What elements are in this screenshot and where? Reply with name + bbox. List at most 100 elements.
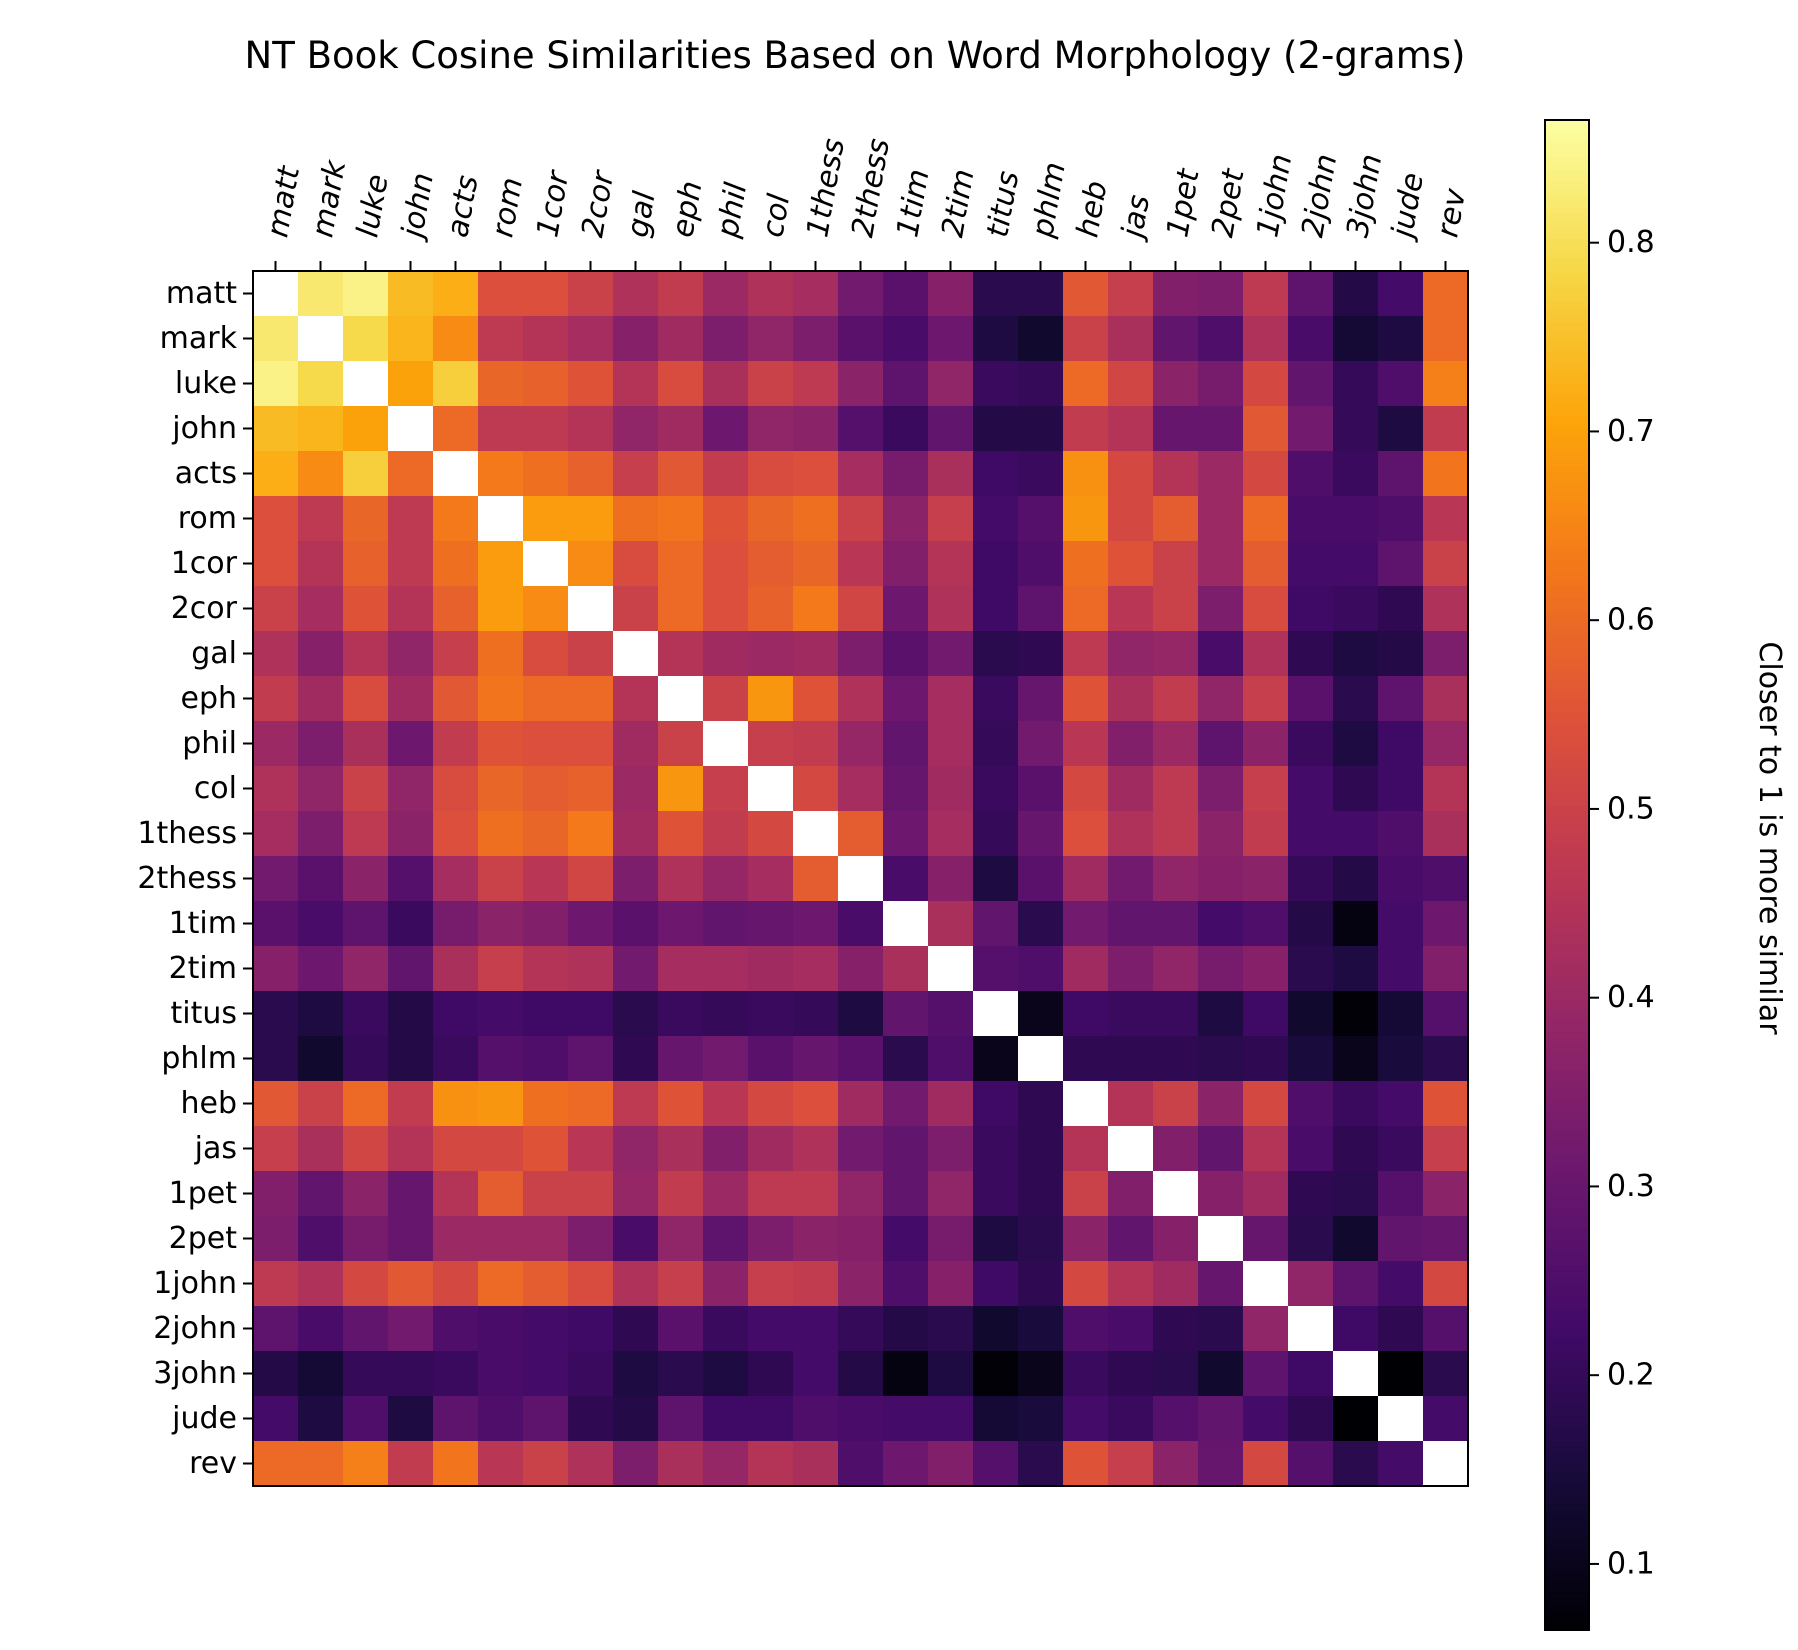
colorbar-swatch [1545, 698, 1589, 706]
colorbar-swatch [1545, 736, 1589, 744]
heatmap-cell [1198, 586, 1244, 632]
colorbar-swatch [1545, 1164, 1589, 1172]
colorbar-swatch [1545, 208, 1589, 215]
heatmap-cell [1333, 361, 1379, 407]
heatmap-cell [1333, 1171, 1379, 1217]
colorbar-swatch [1545, 1177, 1589, 1184]
colorbar-swatch [1545, 1479, 1589, 1486]
colorbar-swatch [1545, 610, 1589, 618]
heatmap-cell [703, 1216, 749, 1262]
heatmap-cell [928, 496, 974, 542]
heatmap-cell [298, 361, 344, 407]
heatmap-cell [433, 811, 479, 857]
heatmap-cell [1018, 1126, 1064, 1172]
heatmap-cell [748, 1306, 794, 1352]
heatmap-cell [973, 496, 1019, 542]
colorbar-swatch [1545, 201, 1589, 209]
heatmap-cell [748, 1171, 794, 1217]
heatmap-cell [298, 1351, 344, 1397]
colorbar-swatch [1545, 805, 1589, 813]
heatmap-cell [883, 1171, 929, 1217]
heatmap-cell [613, 1216, 659, 1262]
heatmap-cell [838, 766, 884, 812]
heatmap-cell [973, 676, 1019, 722]
colorbar-swatch [1545, 755, 1589, 763]
heatmap-cell [793, 451, 839, 497]
heatmap-cell [928, 991, 974, 1037]
heatmap-cell [613, 541, 659, 587]
heatmap-cell [1153, 496, 1199, 542]
heatmap-cell [1063, 586, 1109, 632]
heatmap-cell [1153, 721, 1199, 767]
heatmap-cell [568, 946, 614, 992]
colorbar-swatch [1545, 472, 1589, 480]
heatmap-cell [1288, 1351, 1334, 1397]
heatmap-cell [883, 496, 929, 542]
colorbar-swatch [1545, 459, 1589, 467]
heatmap-cell [703, 451, 749, 497]
colorbar-swatch [1545, 352, 1589, 360]
heatmap-cell [613, 1171, 659, 1217]
heatmap-cell [658, 406, 704, 452]
heatmap-cell [928, 1126, 974, 1172]
colorbar-swatch [1545, 843, 1589, 851]
colorbar-swatch [1545, 1202, 1589, 1210]
heatmap-cell [1243, 1261, 1289, 1307]
colorbar-swatch [1545, 1554, 1589, 1562]
colorbar-swatch [1545, 786, 1589, 794]
heatmap-cell [253, 811, 299, 857]
heatmap-cell [1378, 1306, 1424, 1352]
y-tick-label: 1john [153, 1266, 237, 1301]
heatmap-cell [1333, 271, 1379, 317]
colorbar-swatch [1545, 1422, 1589, 1430]
heatmap-cell [748, 1216, 794, 1262]
heatmap-cell [703, 811, 749, 857]
y-tick-label: 2pet [169, 1221, 238, 1256]
heatmap-cell [613, 1036, 659, 1082]
heatmap-cell [568, 361, 614, 407]
colorbar-swatch [1545, 340, 1589, 348]
heatmap-cell [1063, 1261, 1109, 1307]
heatmap-cell [343, 811, 389, 857]
heatmap-cell [253, 946, 299, 992]
colorbar-swatch [1545, 1529, 1589, 1537]
heatmap-cell [793, 766, 839, 812]
heatmap-cell [478, 676, 524, 722]
heatmap-cell [433, 991, 479, 1037]
heatmap-cell [523, 1216, 569, 1262]
heatmap-cell [388, 406, 434, 452]
colorbar-swatch [1545, 440, 1589, 448]
heatmap-cell [478, 496, 524, 542]
heatmap-cell [478, 1261, 524, 1307]
heatmap-cell [388, 586, 434, 632]
heatmap-cell [388, 1306, 434, 1352]
heatmap-cell [748, 316, 794, 362]
x-tick-label: john [395, 170, 441, 244]
heatmap-cell [298, 406, 344, 452]
heatmap-cell [1063, 316, 1109, 362]
heatmap-cell [748, 811, 794, 857]
heatmap-cell [1378, 496, 1424, 542]
heatmap-cell [1378, 1036, 1424, 1082]
heatmap-cell [1063, 1036, 1109, 1082]
heatmap-cells [253, 271, 1469, 1487]
heatmap-cell [343, 406, 389, 452]
colorbar-swatch [1545, 164, 1589, 171]
heatmap-cell [793, 361, 839, 407]
heatmap-cell [793, 271, 839, 317]
heatmap-cell [253, 1171, 299, 1217]
heatmap-cell [343, 316, 389, 362]
heatmap-cell [1198, 766, 1244, 812]
heatmap-cell [1378, 1396, 1424, 1442]
heatmap-cell [613, 451, 659, 497]
x-tick-label: 1john [1250, 151, 1299, 240]
heatmap-cell [1333, 1441, 1379, 1487]
heatmap-cell [748, 271, 794, 317]
heatmap-cell [1378, 901, 1424, 947]
heatmap-cell [388, 946, 434, 992]
x-tick-label: titus [980, 168, 1026, 240]
y-tick-label: 1cor [171, 546, 238, 581]
heatmap-cell [703, 406, 749, 452]
heatmap-cell [1333, 1126, 1379, 1172]
heatmap-cell [298, 496, 344, 542]
